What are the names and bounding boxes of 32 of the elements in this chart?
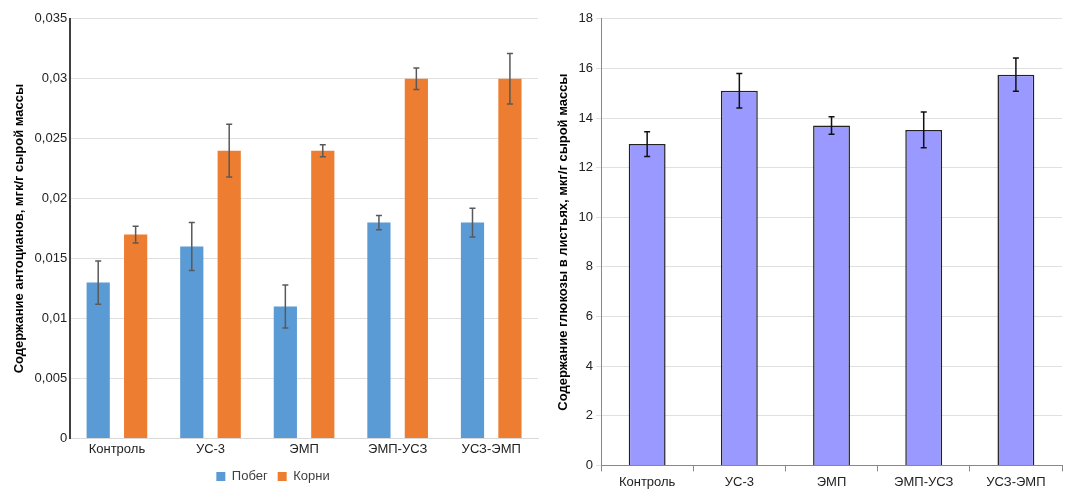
legend-label: Побег — [231, 468, 268, 484]
y-tick-label: 2 — [585, 407, 594, 423]
x-tick-label: УСЗ-ЭМП — [986, 473, 1046, 489]
x-tick-label: Контроль — [88, 440, 146, 456]
y-tick-label: 0,03 — [41, 70, 68, 86]
x-tick-label: ЭМП-УСЗ — [894, 473, 954, 489]
x-tick-label: УС-3 — [724, 473, 754, 489]
y-tick-label: 0,01 — [41, 310, 68, 326]
y-tick-label: 0,02 — [41, 190, 68, 206]
y-tick-label: 8 — [585, 258, 594, 274]
y-axis-title: Содержание антоцианов, мгк/г сырой массы — [11, 83, 27, 374]
y-tick-label: 0 — [59, 429, 68, 445]
x-tick-label: ЭМП-УСЗ — [368, 440, 428, 456]
y-tick-label: 6 — [585, 308, 594, 324]
y-tick-label: 16 — [578, 60, 594, 75]
y-tick-label: 12 — [578, 159, 594, 175]
legend-label: Корни — [293, 468, 330, 484]
x-tick-label: ЭМП — [289, 440, 319, 456]
y-tick-label: 10 — [578, 208, 594, 224]
y-tick-label: 0,025 — [34, 130, 68, 146]
y-tick-label: 14 — [578, 109, 594, 125]
y-tick-label: 4 — [585, 357, 594, 373]
x-tick-label: УСЗ-ЭМП — [461, 440, 521, 456]
x-tick-label: ЭМП — [816, 473, 847, 489]
x-tick-label: УС-3 — [195, 440, 226, 456]
x-tick-label: Контроль — [618, 473, 676, 489]
y-tick-label: 0 — [585, 456, 594, 472]
y-tick-label: 0,015 — [34, 250, 68, 266]
y-tick-label: 0,035 — [34, 10, 68, 26]
y-tick-label: 0,005 — [34, 370, 68, 386]
y-tick-label: 18 — [578, 10, 594, 26]
y-axis-title: Содержание глюкозы в листьях, мкг/г сырой массы — [555, 73, 571, 411]
